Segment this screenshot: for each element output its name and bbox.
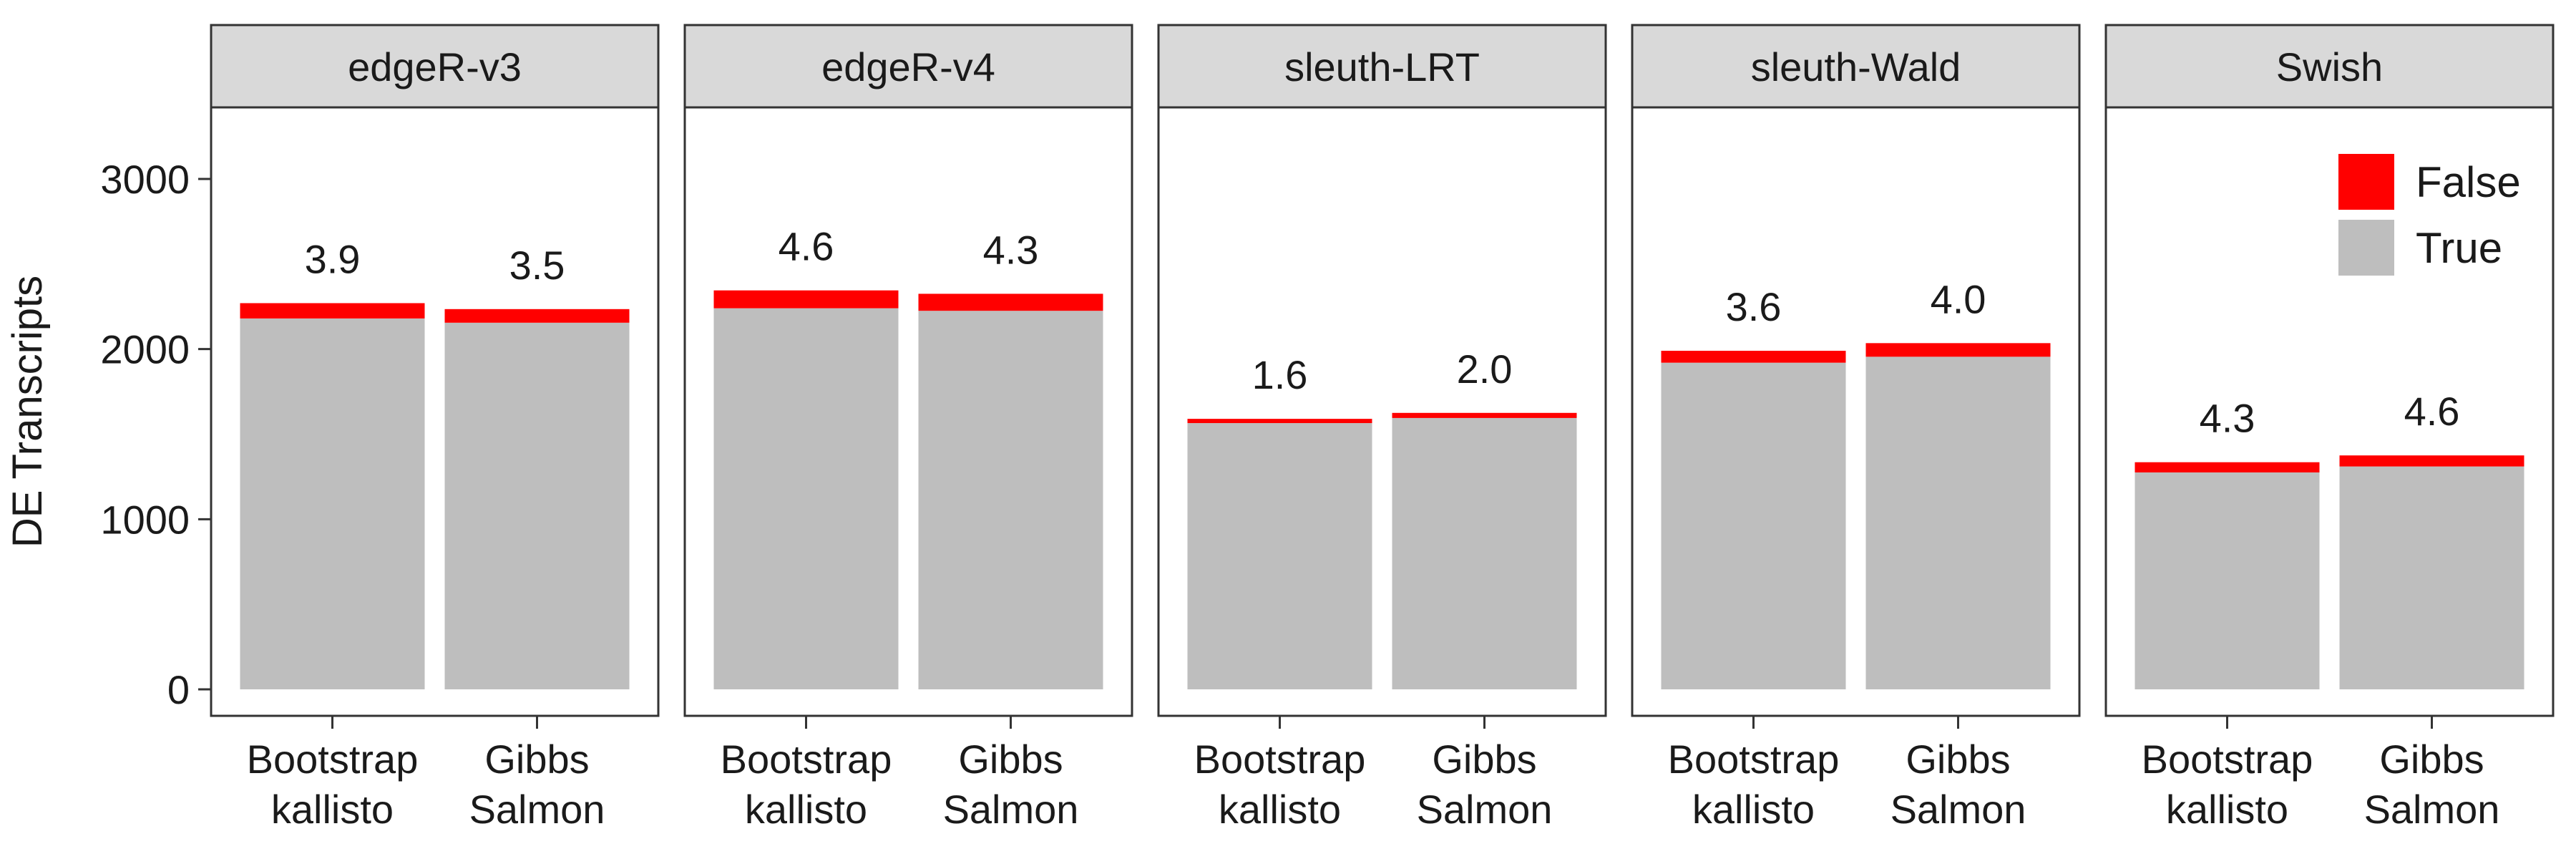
panel-edger-v3: edgeR-v3 3.9 Bootstrap kallisto 3.5 Gibbs Salm…: [210, 24, 660, 832]
bar-true: [2339, 466, 2524, 689]
x-tick-label: Bootstrap kallisto: [2142, 737, 2313, 832]
bar-value-label: 4.3: [983, 227, 1039, 272]
panel-sleuth-wald: sleuth-Wald 3.6 Bootstrap kallisto 4.0 Gibbs S…: [1631, 24, 2081, 832]
panel-border: [210, 106, 660, 717]
bar-false: [1661, 351, 1846, 363]
bar-value-label: 4.0: [1931, 276, 1986, 321]
panel-border: [1157, 106, 1607, 717]
panel-border: [2104, 106, 2555, 717]
bar-value-label: 4.6: [779, 224, 834, 269]
legend-key-false: [2338, 154, 2394, 210]
x-tick-label: Gibbs Salmon: [2364, 737, 2500, 832]
legend-label-false: False: [2416, 158, 2521, 206]
x-tick-label: Gibbs Salmon: [1417, 737, 1553, 832]
bar-true: [1187, 423, 1372, 689]
bar-value-label: 3.5: [509, 243, 565, 288]
y-axis-title: DE Transcripts: [4, 276, 51, 548]
y-tick-label: 1000: [100, 497, 190, 542]
panel-strip: [1157, 24, 1607, 109]
bar-true: [240, 318, 425, 689]
panel-edger-v4: edgeR-v4 4.6 Bootstrap kallisto 4.3 Gibbs Salm…: [683, 24, 1133, 832]
x-tick-label: Bootstrap kallisto: [1668, 737, 1840, 832]
y-tick-label: 2000: [100, 327, 190, 372]
x-tick-label: Gibbs Salmon: [1890, 737, 2026, 832]
bar-true: [444, 322, 630, 689]
panel-strip-label: Swish: [2276, 44, 2383, 89]
bar-value-label: 4.3: [2200, 396, 2255, 441]
bar-true: [713, 308, 899, 689]
panel-strip-label: edgeR-v4: [821, 44, 995, 89]
y-tick-label: 3000: [100, 157, 190, 202]
bar-false: [1187, 419, 1372, 424]
y-axis: 0 1000 2000 3000: [100, 157, 211, 712]
x-tick-label: Gibbs Salmon: [943, 737, 1079, 832]
panel-strip: [1631, 24, 2081, 109]
bar-false: [2339, 455, 2524, 467]
bar-true: [2135, 472, 2320, 689]
panel-strip-label: edgeR-v3: [348, 44, 522, 89]
bar-true: [1392, 417, 1577, 689]
x-tick-label: Bootstrap kallisto: [1194, 737, 1366, 832]
legend: False True: [2338, 154, 2521, 276]
bar-false: [2135, 462, 2320, 472]
bar-value-label: 3.9: [305, 236, 361, 281]
panel-strip-label: sleuth-Wald: [1751, 44, 1961, 89]
panel-sleuth-lrt: sleuth-LRT 1.6 Bootstrap kallisto 2.0 Gibbs Sa…: [1157, 24, 1607, 832]
bar-false: [713, 290, 899, 309]
y-tick-label: 0: [167, 667, 190, 712]
bar-true: [1865, 356, 2051, 689]
bar-true: [918, 311, 1103, 690]
bar-value-label: 4.6: [2404, 389, 2460, 434]
bar-value-label: 2.0: [1457, 346, 1513, 392]
bar-value-label: 3.6: [1726, 284, 1782, 329]
panel-strip: [210, 24, 660, 109]
bar-false: [240, 303, 425, 319]
panel-strip-label: sleuth-LRT: [1284, 44, 1480, 89]
panel-border: [683, 106, 1133, 717]
legend-key-true: [2338, 220, 2394, 276]
legend-label-true: True: [2416, 224, 2502, 272]
panel-border: [1631, 106, 2081, 717]
bar-true: [1661, 362, 1846, 689]
bar-false: [1865, 343, 2051, 357]
bar-value-label: 1.6: [1252, 352, 1308, 397]
bar-false: [918, 293, 1103, 311]
panel-swish: Swish 4.3 Bootstrap kallisto 4.6 Gibbs Salmon: [2104, 24, 2555, 832]
panel-strip: [683, 24, 1133, 109]
bar-false: [1392, 412, 1577, 418]
panels: edgeR-v3 3.9 Bootstrap kallisto 3.5 Gibbs Salm…: [210, 24, 2555, 832]
x-tick-label: Gibbs Salmon: [469, 737, 605, 832]
x-tick-label: Bootstrap kallisto: [721, 737, 892, 832]
bar-false: [444, 309, 630, 323]
x-tick-label: Bootstrap kallisto: [247, 737, 419, 832]
